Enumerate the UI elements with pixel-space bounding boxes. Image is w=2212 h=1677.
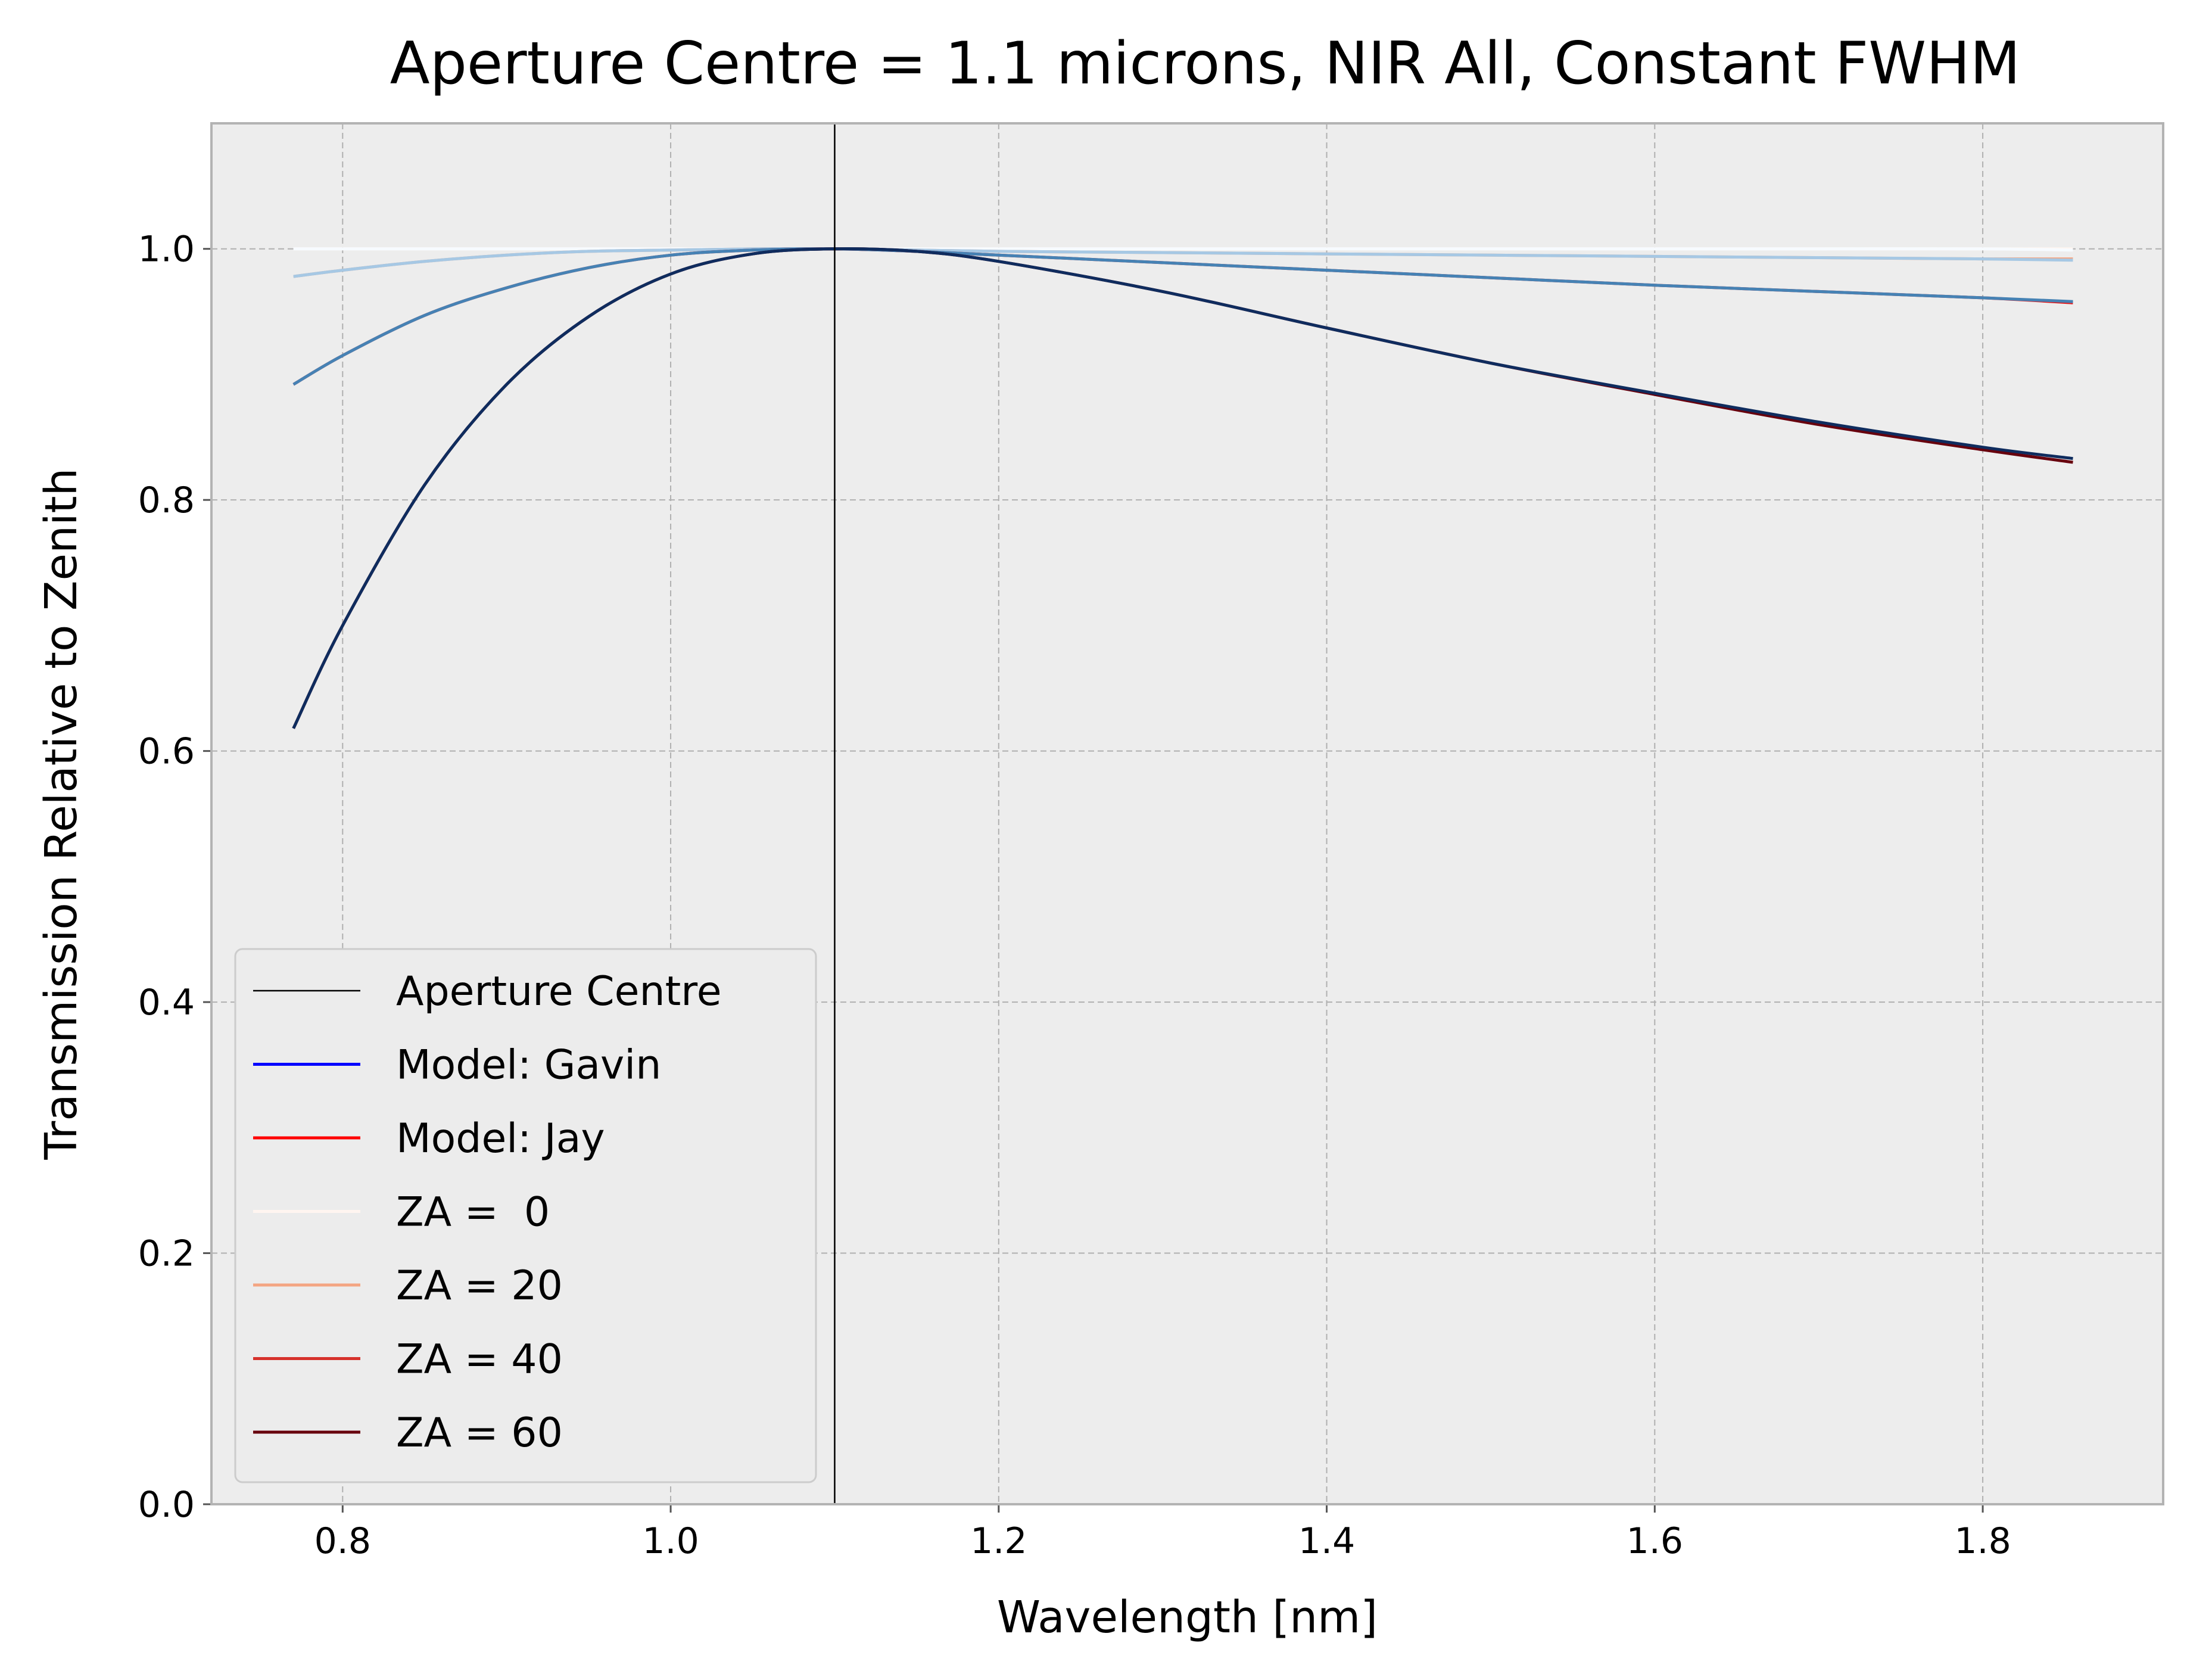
axis-ticks: 0.8 1.0 1.2 1.4 1.6 1.8 0.0 0.2 0.4 0.6 0.8 1.0 (138, 229, 2011, 1562)
legend-box (234, 948, 817, 1483)
legend-label: Aperture Centre (396, 968, 722, 1015)
y-tick-label: 0.2 (138, 1233, 195, 1275)
y-tick-label: 1.0 (138, 229, 195, 270)
x-tick-label: 0.8 (314, 1520, 371, 1562)
series-line-gavin-za-40 (292, 247, 2073, 386)
y-axis-label: Transmission Relative to Zenith (36, 468, 87, 1160)
legend-label: ZA = 20 (396, 1262, 563, 1309)
legend: Aperture Centre Model: Gavin Model: Jay ZA … (234, 948, 817, 1483)
series-line-gavin-za-0 (293, 247, 2073, 252)
series-lines (292, 247, 2073, 729)
x-axis-label: Wavelength [nm] (997, 1592, 1378, 1643)
plot-frame (210, 122, 2164, 1505)
chart-title: Aperture Centre = 1.1 microns, NIR All, … (390, 30, 2021, 98)
series-line-gavin-za-60 (292, 247, 2073, 729)
x-tick-label: 1.2 (970, 1520, 1027, 1562)
legend-label: Model: Gavin (396, 1042, 661, 1089)
x-tick-label: 1.6 (1627, 1520, 1683, 1562)
y-tick-label: 0.6 (138, 731, 195, 773)
y-tick-label: 0.4 (138, 982, 195, 1023)
series-line-gavin-za-20 (293, 247, 2073, 278)
legend-label: ZA = 60 (396, 1410, 563, 1457)
x-tick-label: 1.8 (1954, 1520, 2011, 1562)
x-tick-label: 1.0 (642, 1520, 699, 1562)
y-tick-label: 0.8 (138, 480, 195, 521)
legend-label: ZA = 0 (396, 1189, 550, 1236)
y-tick-label: 0.0 (138, 1484, 195, 1526)
legend-label: ZA = 40 (396, 1336, 563, 1383)
legend-label: Model: Jay (396, 1115, 605, 1162)
x-tick-label: 1.4 (1298, 1520, 1355, 1562)
